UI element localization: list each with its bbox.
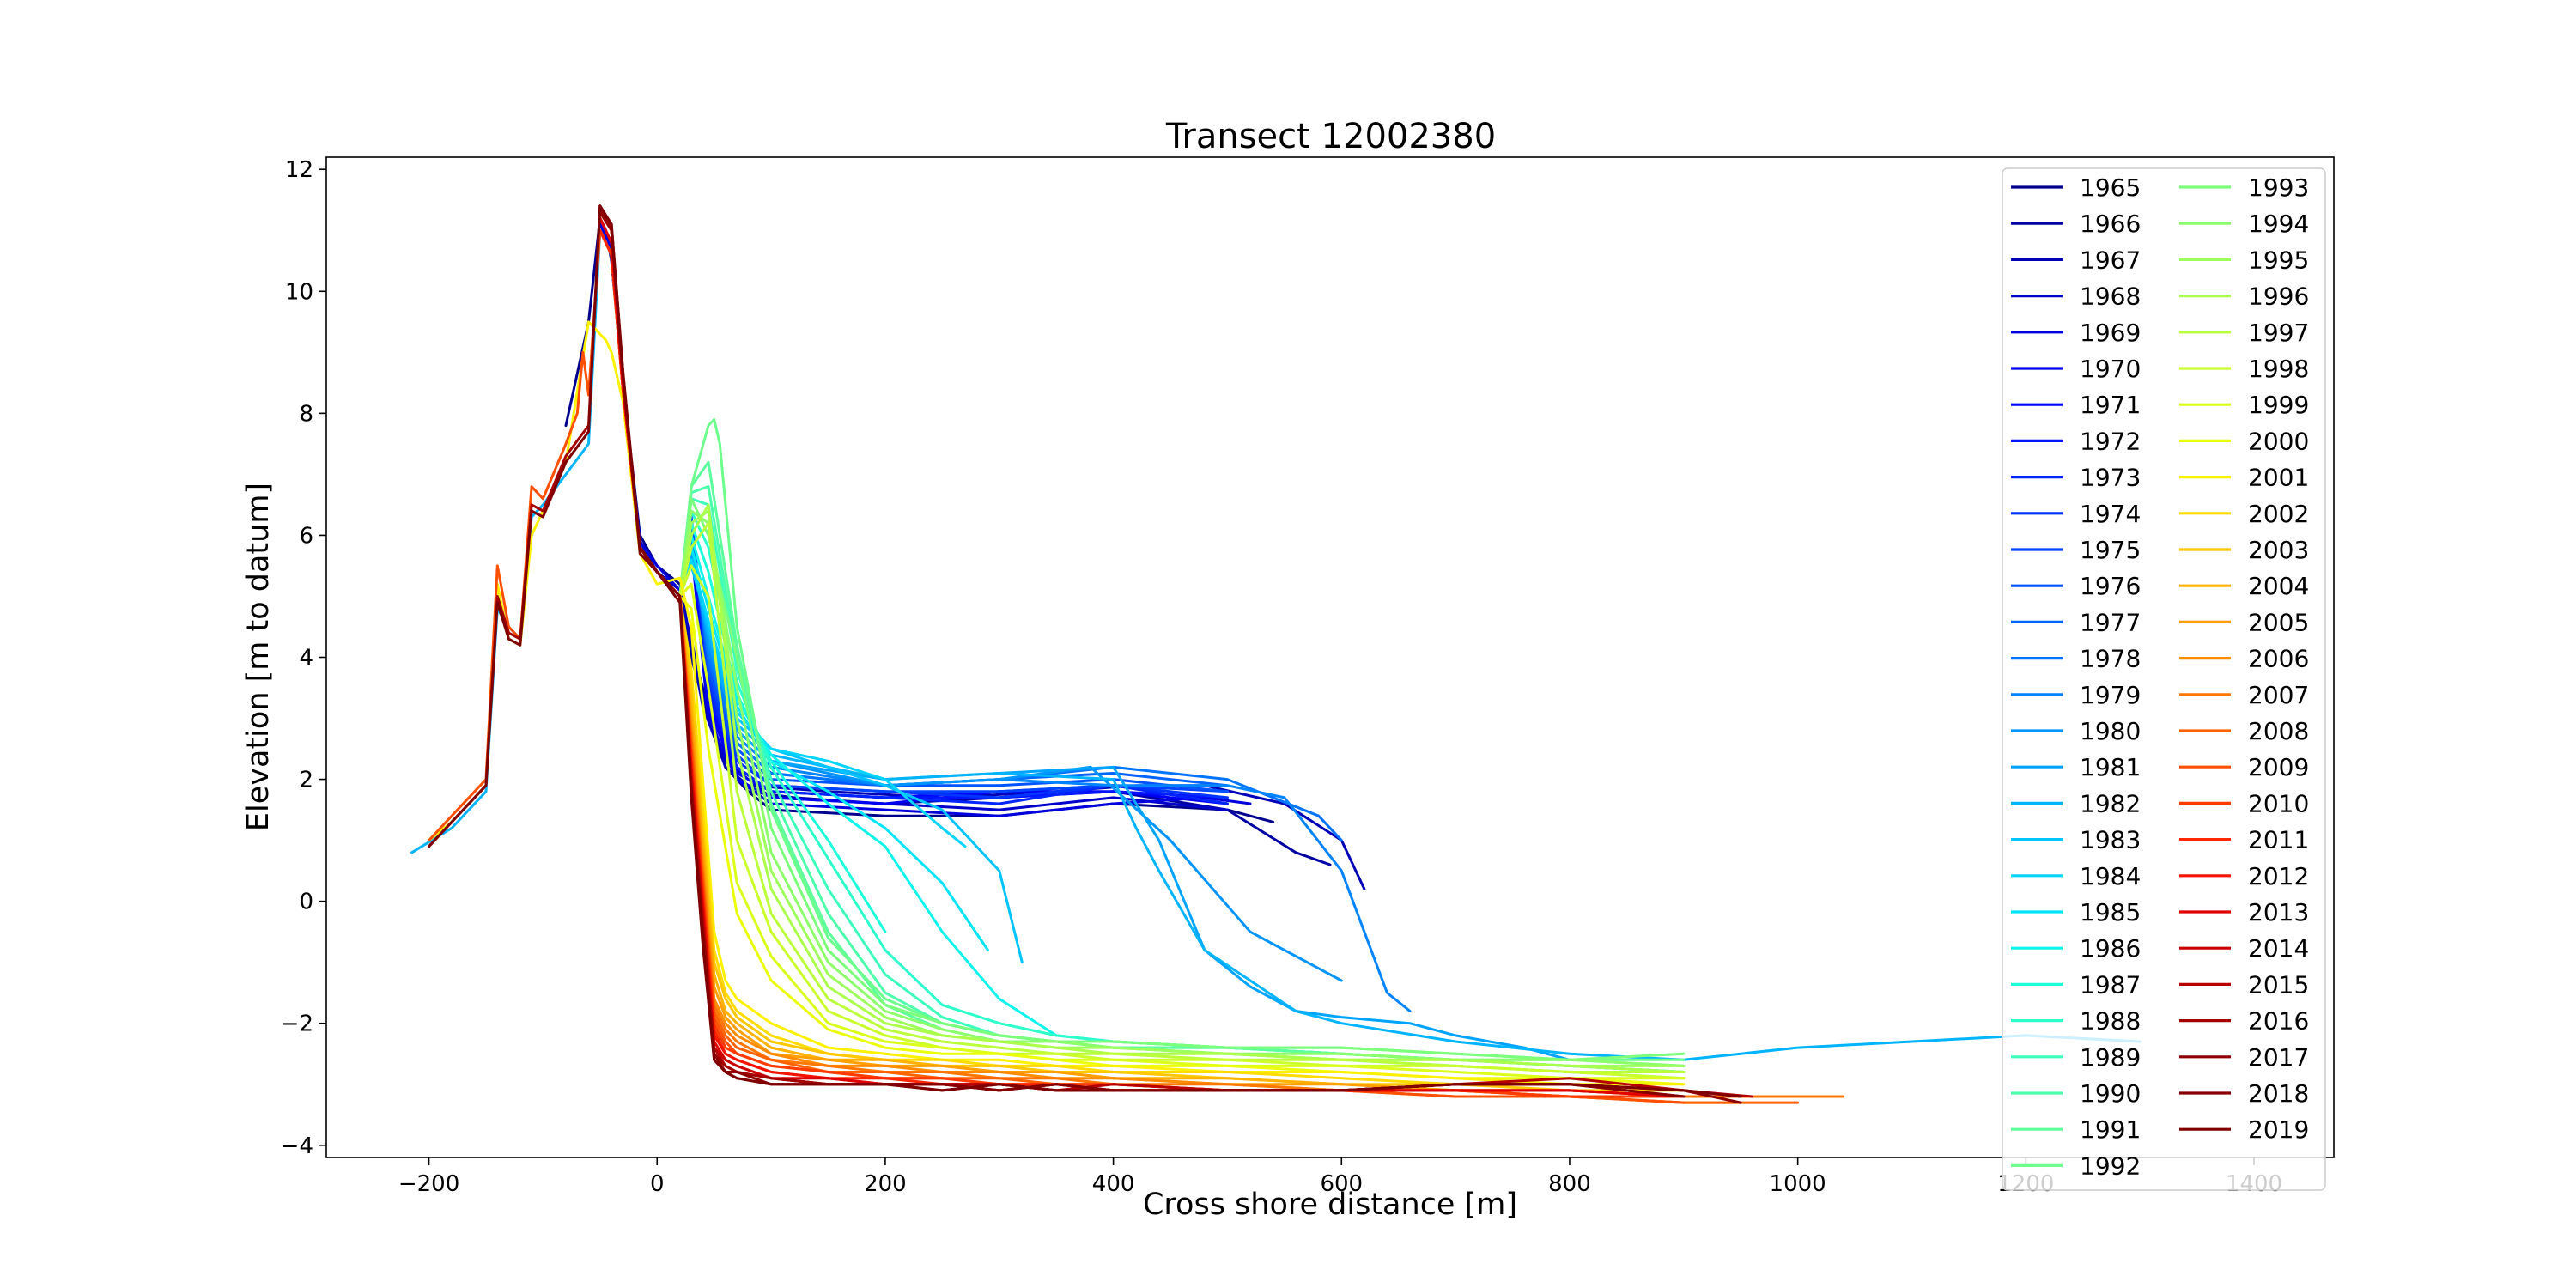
legend-label-1985: 1985 (2080, 898, 2141, 927)
legend-label-2016: 2016 (2248, 1007, 2309, 1036)
legend-label-2018: 2018 (2248, 1079, 2309, 1108)
legend-label-2008: 2008 (2248, 717, 2309, 745)
y-axis-title: Elevation [m to datum] (241, 483, 276, 831)
y-tick-label: 0 (299, 890, 313, 915)
legend-label-2001: 2001 (2248, 464, 2309, 492)
legend: 1965 1966 1967 1968 1969 1970 1971 1972 1973 1974… (2002, 167, 2326, 1191)
legend-label-2003: 2003 (2248, 536, 2309, 564)
legend-label-1987: 1987 (2080, 970, 2141, 999)
legend-label-1972: 1972 (2080, 427, 2141, 455)
series-line-2019 (428, 204, 1742, 1098)
legend-label-1967: 1967 (2080, 246, 2141, 274)
x-tick-label: 800 (1548, 1171, 1591, 1197)
legend-label-1980: 1980 (2080, 717, 2141, 745)
y-tick-label: 2 (299, 768, 313, 793)
chart-title: Transect 12002380 (1165, 117, 1496, 156)
legend-label-1976: 1976 (2080, 572, 2141, 600)
legend-label-1986: 1986 (2080, 934, 2141, 963)
legend-label-1968: 1968 (2080, 283, 2141, 311)
y-tick-label: 10 (285, 279, 313, 305)
legend-label-2000: 2000 (2248, 427, 2309, 455)
legend-label-2014: 2014 (2248, 934, 2309, 963)
legend-label-2007: 2007 (2248, 681, 2309, 709)
legend-label-1992: 1992 (2080, 1151, 2141, 1180)
y-tick-label: 4 (299, 646, 313, 671)
plot-lines (410, 204, 2142, 1104)
legend-label-2011: 2011 (2248, 826, 2309, 854)
legend-label-2002: 2002 (2248, 500, 2309, 528)
y-tick-label: 12 (285, 157, 313, 183)
legend-label-2019: 2019 (2248, 1115, 2309, 1144)
x-tick-label: 400 (1092, 1171, 1135, 1197)
y-tick-label: 8 (299, 401, 313, 427)
legend-label-2010: 2010 (2248, 789, 2309, 817)
legend-label-2006: 2006 (2248, 645, 2309, 673)
legend-label-1993: 1993 (2248, 173, 2309, 202)
legend-label-1983: 1983 (2080, 826, 2141, 854)
y-tick-label: −4 (281, 1133, 313, 1159)
legend-label-1969: 1969 (2080, 319, 2141, 347)
legend-label-1978: 1978 (2080, 645, 2141, 673)
legend-label-1988: 1988 (2080, 1007, 2141, 1036)
legend-box (2002, 167, 2326, 1191)
legend-label-1981: 1981 (2080, 753, 2141, 781)
legend-label-1994: 1994 (2248, 210, 2309, 238)
legend-label-1991: 1991 (2080, 1115, 2141, 1144)
legend-label-1995: 1995 (2248, 246, 2309, 274)
legend-label-1966: 1966 (2080, 210, 2141, 238)
x-axis-title: Cross shore distance [m] (1143, 1188, 1517, 1222)
legend-label-1970: 1970 (2080, 355, 2141, 383)
x-tick-label: 600 (1320, 1171, 1363, 1197)
legend-label-1971: 1971 (2080, 391, 2141, 419)
legend-label-1965: 1965 (2080, 173, 2141, 202)
legend-label-1974: 1974 (2080, 500, 2141, 528)
legend-label-1977: 1977 (2080, 608, 2141, 636)
x-tick-label: 0 (650, 1171, 665, 1197)
legend-label-1997: 1997 (2248, 319, 2309, 347)
y-tick-label: −2 (281, 1012, 313, 1037)
legend-label-1990: 1990 (2080, 1079, 2141, 1108)
legend-label-1998: 1998 (2248, 355, 2309, 383)
legend-label-1984: 1984 (2080, 862, 2141, 890)
legend-label-1979: 1979 (2080, 681, 2141, 709)
legend-label-1982: 1982 (2080, 789, 2141, 817)
legend-label-2013: 2013 (2248, 898, 2309, 927)
legend-label-1996: 1996 (2248, 283, 2309, 311)
legend-label-2005: 2005 (2248, 608, 2309, 636)
x-tick-label: 1000 (1770, 1171, 1826, 1197)
y-tick-label: 6 (299, 523, 313, 549)
legend-label-2004: 2004 (2248, 572, 2309, 600)
legend-label-1989: 1989 (2080, 1043, 2141, 1072)
legend-label-1975: 1975 (2080, 536, 2141, 564)
legend-label-1999: 1999 (2248, 391, 2309, 419)
legend-label-1973: 1973 (2080, 464, 2141, 492)
legend-label-2017: 2017 (2248, 1043, 2309, 1072)
x-tick-label: 200 (864, 1171, 907, 1197)
legend-label-2009: 2009 (2248, 753, 2309, 781)
legend-label-2012: 2012 (2248, 862, 2309, 890)
legend-label-2015: 2015 (2248, 970, 2309, 999)
x-tick-label: −200 (398, 1171, 459, 1197)
y-axis-ticks: −4 −2 0 2 4 6 8 10 12 (281, 157, 326, 1159)
